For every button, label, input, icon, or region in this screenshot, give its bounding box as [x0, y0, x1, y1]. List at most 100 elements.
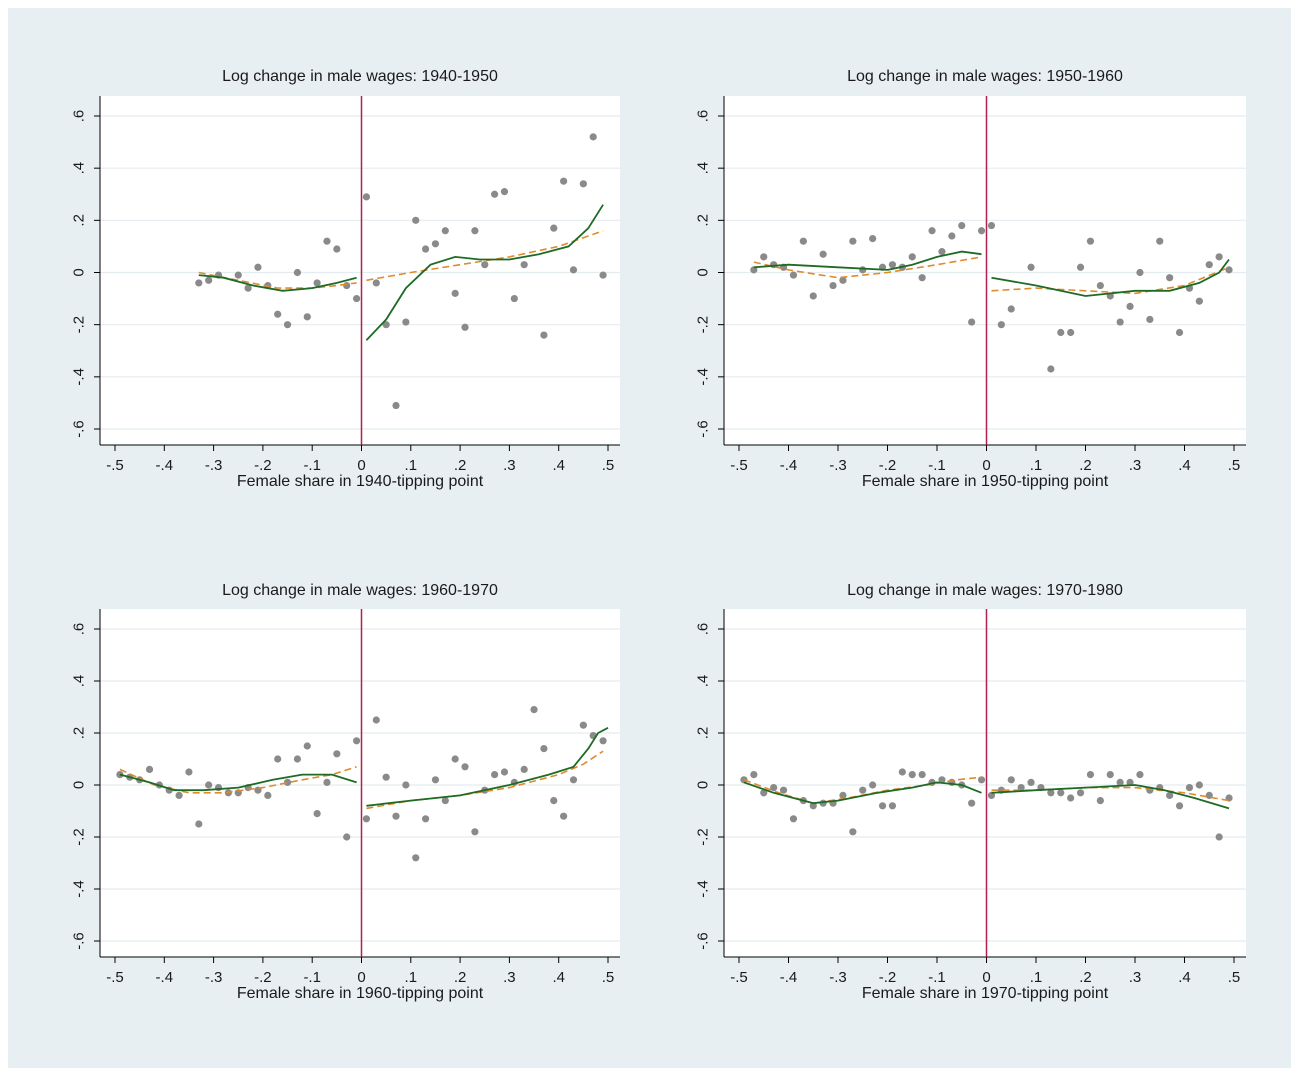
data-point — [1136, 771, 1144, 779]
lowess-fit-right — [365, 204, 604, 341]
y-tick-label: 0 — [694, 268, 711, 276]
data-point — [1195, 297, 1203, 305]
data-point — [441, 227, 449, 235]
x-tick-label: .2 — [1079, 969, 1092, 986]
data-point — [372, 716, 380, 724]
data-point — [412, 216, 420, 224]
data-point — [254, 263, 262, 271]
chart-panel-4: -.6 -.4 -.2 0 .2 .4 .6 -.5 -.4 -.3 -.2 -.1 0 .1 .2 .3 .4… — [694, 582, 1246, 1002]
data-point — [1166, 791, 1174, 800]
data-point — [789, 271, 798, 279]
x-tick-label: -.2 — [879, 969, 897, 986]
x-tick-label: .3 — [503, 969, 516, 986]
data-point — [540, 331, 548, 339]
x-tick-label: .2 — [454, 969, 467, 986]
data-point — [1086, 237, 1095, 245]
data-point — [1175, 802, 1184, 810]
data-point — [274, 310, 282, 318]
x-tick-label: -.5 — [730, 457, 748, 474]
lowess-fit-right — [991, 258, 1230, 297]
data-point — [392, 812, 400, 820]
data-point — [809, 292, 817, 300]
data-point — [510, 294, 518, 303]
plot-area — [100, 609, 620, 957]
y-tick-label: .6 — [694, 110, 711, 123]
data-point — [560, 177, 568, 185]
data-point — [195, 279, 203, 287]
data-point — [599, 271, 607, 279]
chart-panel-1: -.6 -.4 -.2 0 .2 .4 .6 -.5 -.4 -.3 -.2 -.1 0 .1 .2 .3 .4… — [70, 68, 620, 490]
lowess-fit-right — [366, 727, 609, 807]
data-point — [303, 742, 311, 750]
data-point — [421, 815, 430, 823]
plot-area — [724, 609, 1246, 957]
x-tick-label: .4 — [1178, 457, 1191, 474]
data-point — [1175, 328, 1184, 337]
data-point — [760, 789, 768, 797]
data-point — [589, 133, 597, 141]
data-point — [938, 776, 946, 784]
data-point — [323, 237, 331, 245]
data-point — [185, 768, 193, 776]
y-tick-label: .2 — [694, 214, 711, 227]
lowess-fit-left — [198, 274, 357, 292]
data-point — [1047, 789, 1055, 797]
data-point — [343, 281, 351, 290]
data-point — [520, 261, 528, 269]
data-point — [323, 778, 331, 787]
x-tick-label: -.1 — [303, 457, 321, 474]
data-point — [878, 802, 887, 810]
data-point — [145, 765, 154, 774]
x-tick-label: -.2 — [254, 457, 272, 474]
data-point — [977, 776, 986, 784]
data-point — [1067, 328, 1075, 337]
x-tick-label: -.5 — [730, 969, 748, 986]
x-tick-label: -.1 — [928, 457, 946, 474]
y-tick-label: -.6 — [70, 932, 87, 950]
x-tick-label: .1 — [405, 969, 418, 986]
data-point — [849, 237, 857, 245]
data-point — [1047, 365, 1055, 373]
x-tick-label: .5 — [602, 969, 615, 986]
data-point — [987, 221, 996, 230]
y-tick-label: -.4 — [694, 880, 711, 898]
data-point — [869, 781, 877, 789]
chart-title: Log change in male wages: 1960-1970 — [222, 582, 498, 599]
data-point — [491, 771, 499, 779]
data-point — [274, 755, 282, 763]
x-tick-label: 0 — [357, 457, 365, 474]
data-point — [313, 810, 321, 818]
poly-fit-right — [991, 266, 1230, 295]
x-tick-label: .3 — [1129, 457, 1142, 474]
data-point — [1156, 237, 1164, 245]
data-point — [1096, 281, 1104, 290]
y-tick-label: 0 — [70, 268, 87, 276]
data-point — [461, 323, 469, 331]
x-tick-label: .1 — [1030, 969, 1043, 986]
data-point — [283, 778, 292, 787]
data-point — [968, 799, 976, 807]
data-point — [195, 820, 203, 828]
lowess-fit-left — [743, 781, 982, 805]
data-point — [569, 776, 578, 784]
data-point — [471, 828, 479, 836]
data-point — [849, 828, 857, 836]
y-tick-label: .2 — [694, 727, 711, 740]
x-tick-label: -.5 — [106, 969, 124, 986]
lowess-fit-left — [753, 250, 982, 271]
y-tick-label: 0 — [70, 781, 87, 789]
chart-title: Log change in male wages: 1970-1980 — [847, 582, 1123, 599]
data-point — [175, 791, 183, 800]
data-point — [1225, 266, 1233, 274]
y-tick-label: -.4 — [694, 368, 711, 386]
data-point — [958, 221, 966, 230]
x-tick-label: .4 — [552, 969, 565, 986]
x-tick-label: -.3 — [205, 457, 223, 474]
data-point — [1106, 771, 1114, 779]
y-tick-label: -.2 — [694, 828, 711, 846]
data-point — [550, 797, 558, 805]
data-point — [1126, 778, 1134, 787]
x-tick-label: -.2 — [879, 457, 897, 474]
data-point — [461, 763, 469, 771]
